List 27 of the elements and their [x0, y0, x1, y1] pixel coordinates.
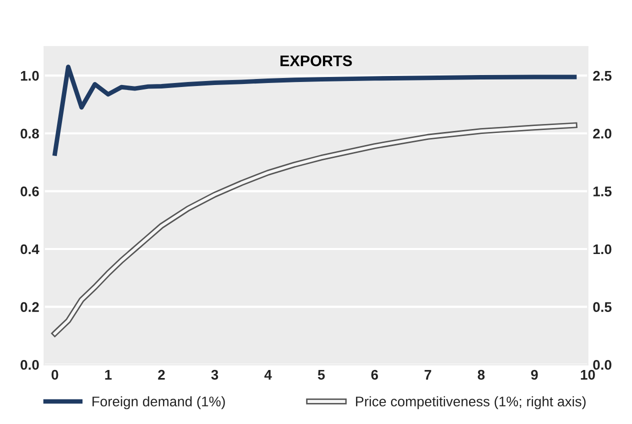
x-tick-label: 10 — [580, 370, 595, 380]
y-tick-label: 0.2 — [20, 302, 39, 312]
x-tick-label: 1 — [105, 370, 112, 380]
x-tick-label: 2 — [158, 370, 165, 380]
legend-label: Price competitiveness (1%; right axis) — [356, 396, 586, 410]
x-tick-label: 8 — [478, 370, 485, 380]
x-tick-label: 7 — [424, 370, 432, 380]
y2-tick-label: 0.0 — [593, 360, 612, 370]
x-tick-label: 5 — [318, 370, 325, 380]
legend-label: Foreign demand (1%) — [92, 396, 225, 410]
y-tick-label: 0.4 — [20, 244, 40, 254]
y-tick-label: 0.0 — [20, 360, 39, 370]
y2-tick-label: 2.0 — [593, 128, 612, 139]
y2-tick-label: 1.5 — [593, 186, 612, 196]
line-series — [52, 64, 577, 156]
chart-title: EXPORTS — [280, 55, 352, 66]
x-tick-label: 9 — [531, 370, 538, 380]
y2-tick-label: 0.5 — [593, 302, 612, 312]
y-tick-label: 1.0 — [20, 70, 39, 81]
y-tick-label: 0.6 — [20, 186, 39, 196]
y2-tick-label: 1.0 — [593, 244, 612, 254]
y2-tick-label: 2.5 — [593, 70, 612, 81]
y-tick-label: 0.8 — [20, 128, 39, 139]
x-tick-label: 6 — [371, 370, 378, 380]
x-tick-label: 3 — [211, 370, 218, 380]
x-tick-label: 0 — [52, 370, 58, 380]
x-tick-label: 4 — [264, 370, 272, 380]
